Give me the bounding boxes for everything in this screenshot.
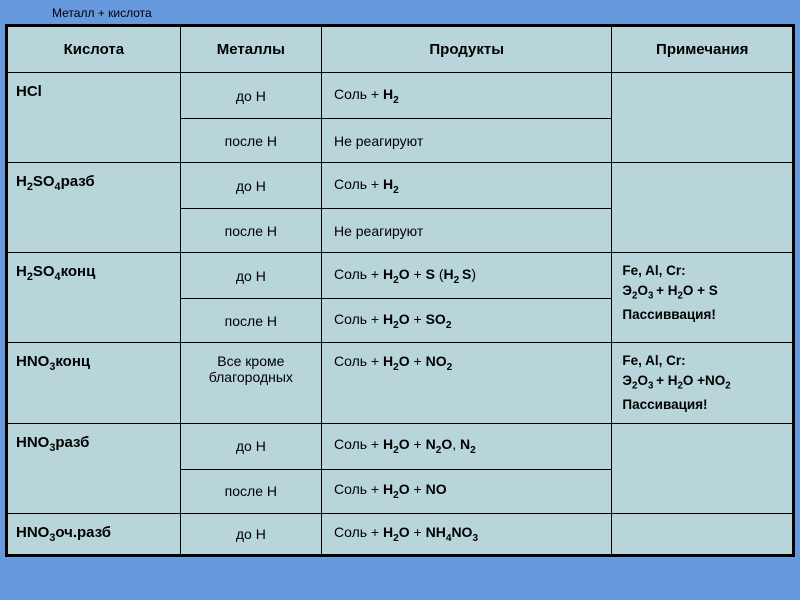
note-cell — [612, 423, 793, 513]
note-cell: Fe, Al, Cr:Э2О3 + H2O + SПассиввация! — [612, 253, 793, 343]
chemistry-table: Кислота Металлы Продукты Примечания HCl … — [5, 24, 795, 557]
table-row: H2SO4разб до H Соль + H2 — [8, 163, 793, 209]
product-cell: Соль + H2O + N2O, N2 — [321, 423, 611, 469]
acid-cell: H2SO4конц — [8, 253, 181, 343]
product-cell: Соль + H2O + S (H2 S) — [321, 253, 611, 299]
metal-cell: до H — [180, 253, 321, 299]
slide-title: Металл + кислота — [0, 0, 800, 24]
acid-cell: HNO3конц — [8, 343, 181, 424]
header-metals: Металлы — [180, 27, 321, 73]
product-cell: Соль + H2O + NO2 — [321, 343, 611, 424]
table-row: HNO3оч.разб до H Соль + H2O + NH4NO3 — [8, 513, 793, 554]
note-cell — [612, 73, 793, 163]
note-cell: Fe, Al, Cr:Э2О3 + H2O +NO2Пассивация! — [612, 343, 793, 424]
metal-cell: до H — [180, 163, 321, 209]
metal-cell: после H — [180, 299, 321, 343]
acid-cell: HNO3оч.разб — [8, 513, 181, 554]
table-row: HCl до H Соль + H2 — [8, 73, 793, 119]
metal-cell: до H — [180, 423, 321, 469]
note-cell — [612, 163, 793, 253]
product-cell: Соль + H2 — [321, 163, 611, 209]
table-row: H2SO4конц до H Соль + H2O + S (H2 S) Fe,… — [8, 253, 793, 299]
acid-cell: H2SO4разб — [8, 163, 181, 253]
acid-cell: HCl — [8, 73, 181, 163]
table-row: HNO3разб до H Соль + H2O + N2O, N2 — [8, 423, 793, 469]
header-acid: Кислота — [8, 27, 181, 73]
product-cell: Не реагируют — [321, 209, 611, 253]
table-row: HNO3конц Все кроме благородных Соль + H2… — [8, 343, 793, 424]
product-cell: Соль + H2O + NO — [321, 469, 611, 513]
product-cell: Соль + H2O + SO2 — [321, 299, 611, 343]
table-body: HCl до H Соль + H2 после H Не реагируют … — [8, 73, 793, 555]
note-cell — [612, 513, 793, 554]
metal-cell: до H — [180, 513, 321, 554]
header-notes: Примечания — [612, 27, 793, 73]
product-cell: Соль + H2 — [321, 73, 611, 119]
metal-cell: после H — [180, 469, 321, 513]
product-cell: Соль + H2O + NH4NO3 — [321, 513, 611, 554]
product-cell: Не реагируют — [321, 119, 611, 163]
metal-cell: Все кроме благородных — [180, 343, 321, 424]
reaction-table: Кислота Металлы Продукты Примечания HCl … — [7, 26, 793, 555]
header-products: Продукты — [321, 27, 611, 73]
header-row: Кислота Металлы Продукты Примечания — [8, 27, 793, 73]
metal-cell: до H — [180, 73, 321, 119]
acid-cell: HNO3разб — [8, 423, 181, 513]
metal-cell: после H — [180, 119, 321, 163]
metal-cell: после H — [180, 209, 321, 253]
